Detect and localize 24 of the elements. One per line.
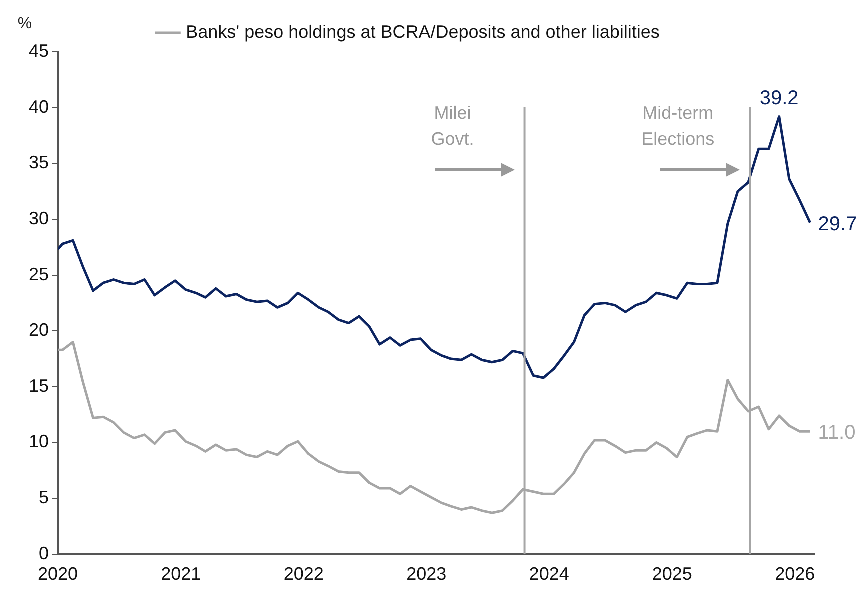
- y-tick-label: 5: [38, 488, 49, 508]
- y-tick-label: 10: [28, 432, 49, 452]
- x-tick-label: 2020: [38, 564, 78, 584]
- y-tick-label: 45: [28, 40, 49, 61]
- x-tick-label: 2025: [652, 564, 692, 584]
- x-tick-label: 2021: [161, 564, 202, 584]
- legend-label: Banks' peso holdings at BCRA/Deposits and other liabilities: [186, 22, 660, 42]
- y-tick-label: 0: [38, 543, 49, 564]
- x-tick-label: 2024: [529, 564, 570, 584]
- ref-line-label: Milei Govt.: [431, 102, 474, 149]
- x-tick-label: 2022: [284, 564, 324, 584]
- y-tick-label: 25: [28, 264, 49, 284]
- x-tick-label: 2023: [406, 564, 447, 584]
- y-tick-label: 20: [28, 320, 49, 340]
- y-tick-label: 15: [28, 376, 49, 396]
- data-label: 29.7: [818, 213, 858, 236]
- data-label: 11.0: [818, 422, 856, 444]
- y-tick-label: 35: [28, 152, 49, 173]
- x-tick-label: 2026: [775, 564, 816, 584]
- ref-line-label: Mid-term Elections: [642, 102, 715, 149]
- data-label: 39.2: [760, 87, 799, 110]
- y-tick-label: 30: [28, 208, 49, 228]
- y-axis-title: %: [18, 15, 32, 32]
- y-tick-label: 40: [28, 96, 49, 117]
